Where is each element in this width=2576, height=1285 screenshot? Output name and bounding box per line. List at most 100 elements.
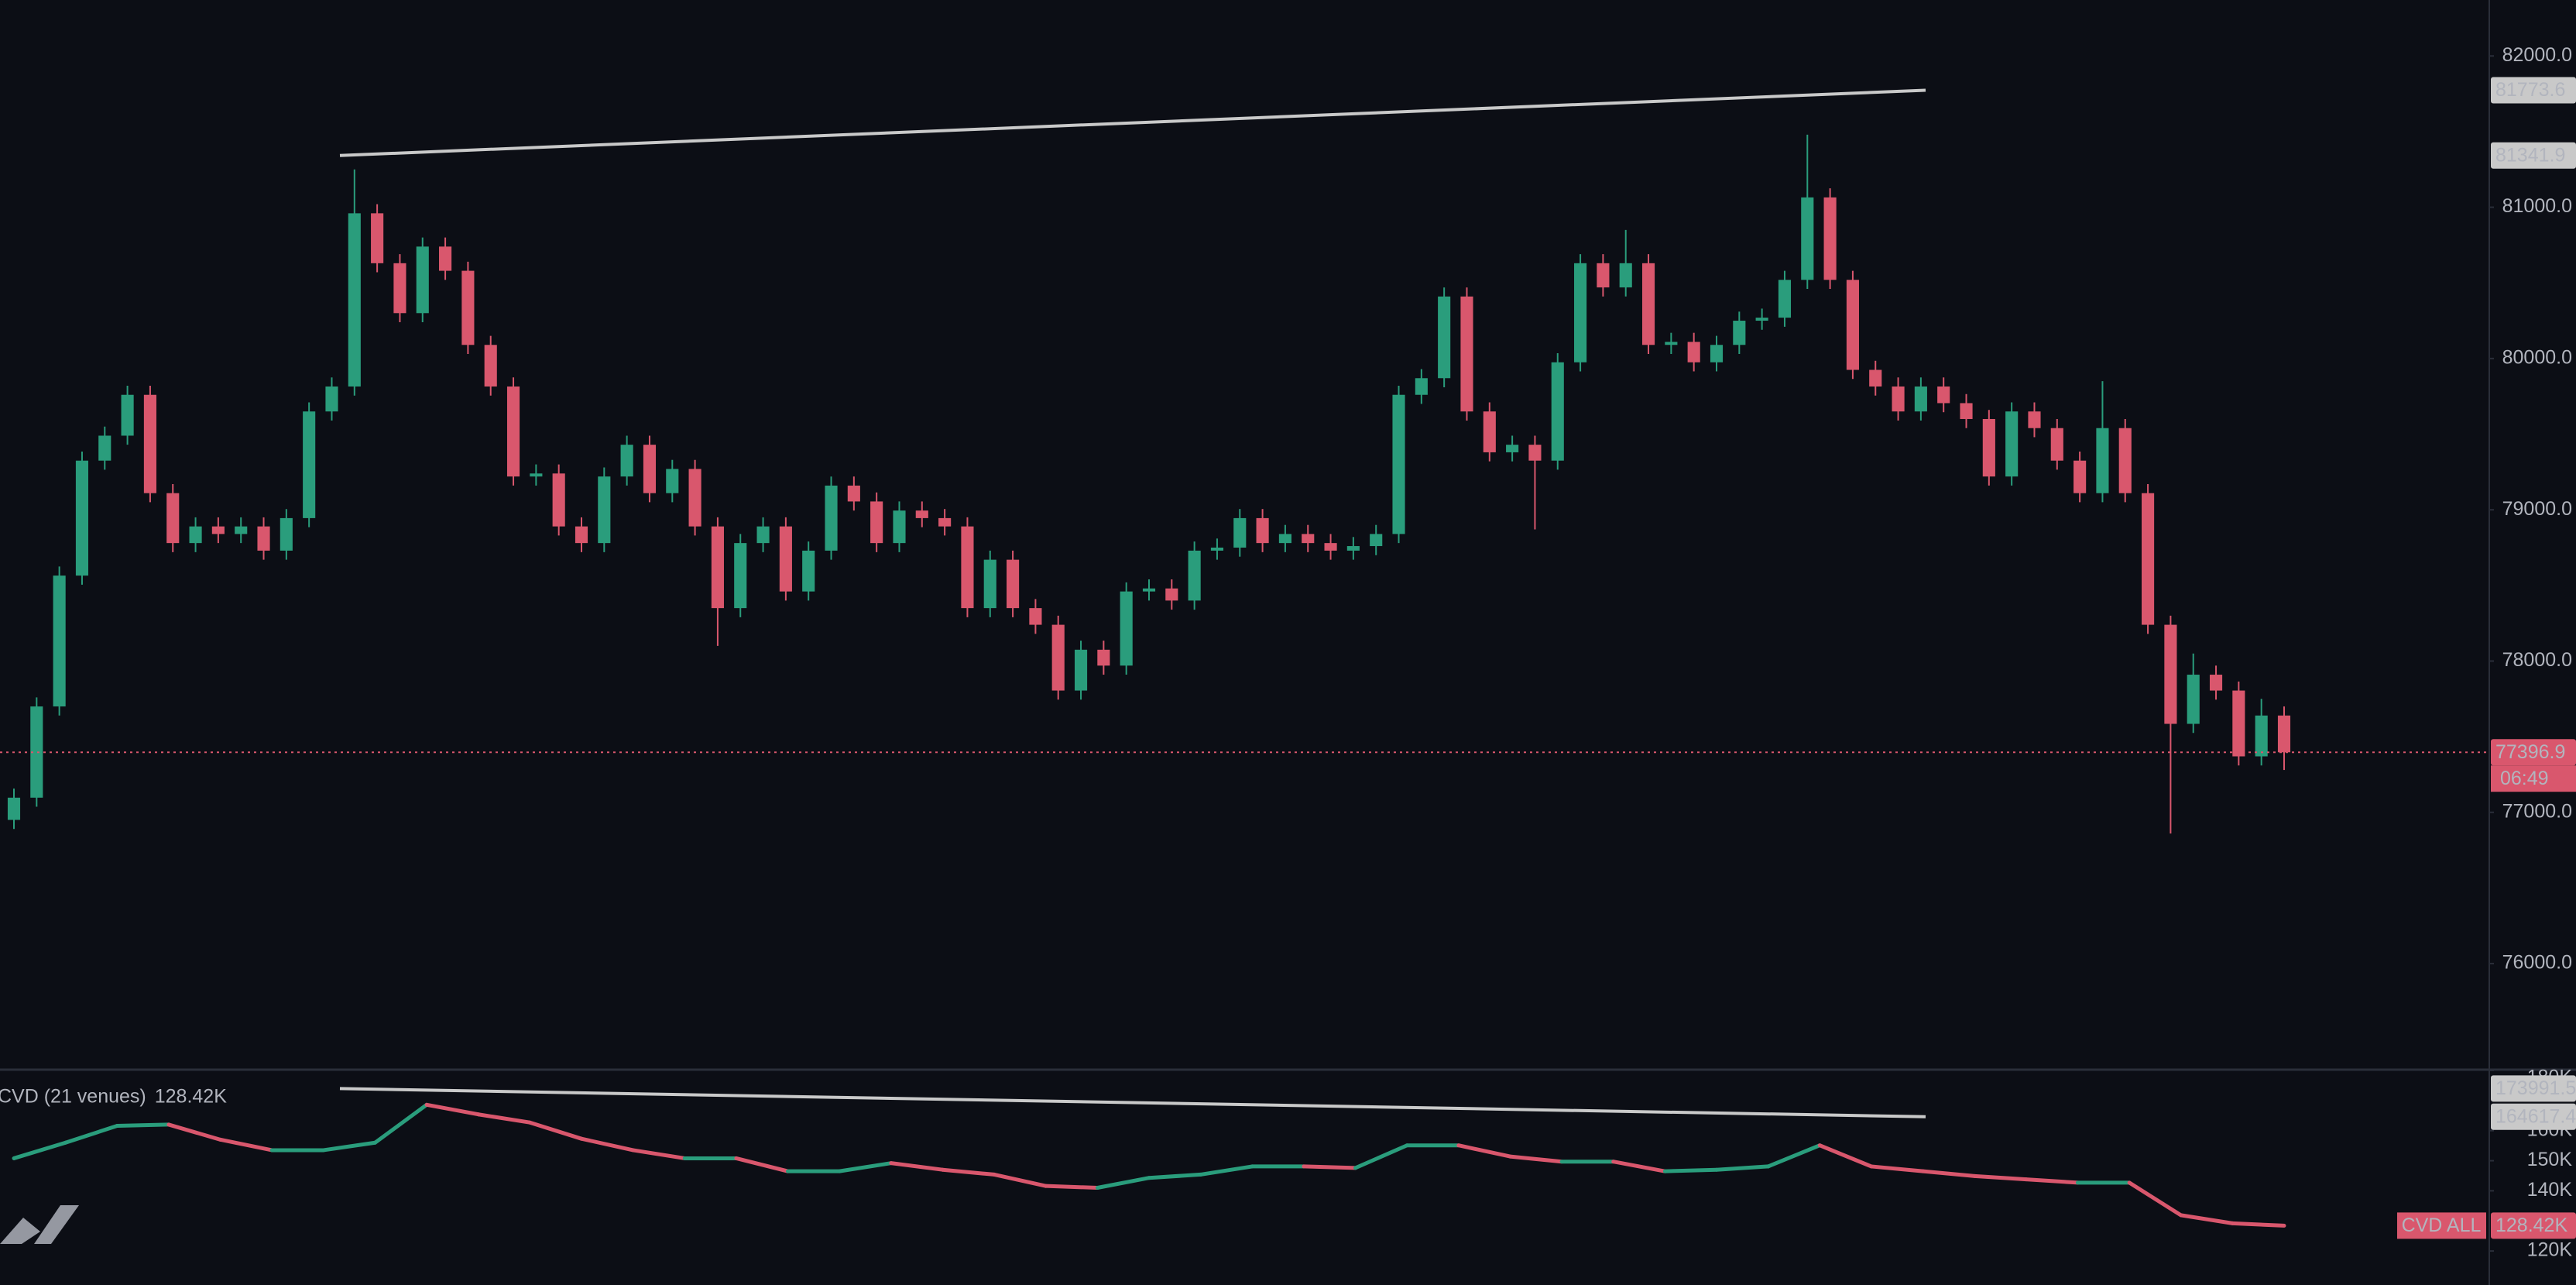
candle-body [1415, 378, 1428, 395]
candle-body [2142, 493, 2155, 625]
candle-body [189, 526, 202, 544]
candle-body [393, 263, 406, 314]
candle-body [575, 526, 588, 544]
cvd-segment [1508, 1154, 1564, 1164]
trendline-start-box [2491, 142, 2576, 169]
candle-body [1665, 342, 1678, 345]
cvd-segment [734, 1156, 791, 1173]
candle-body [1051, 624, 1065, 691]
candle-body [348, 213, 361, 387]
candle-body [711, 526, 724, 609]
logo-shape[interactable] [0, 1218, 40, 1244]
candle-body [1914, 386, 1927, 412]
cvd-segment [1714, 1164, 1771, 1172]
cvd-segment [1766, 1143, 1822, 1169]
candle-body [893, 510, 906, 544]
cvd-title: CVD (21 venues) [0, 1086, 146, 1108]
cvd-segment [166, 1122, 223, 1142]
trendline-end-label: 164617.4 [2495, 1105, 2576, 1127]
cvd-segment [2024, 1177, 2080, 1185]
candle-body [143, 394, 156, 493]
cvd-segment [12, 1140, 68, 1160]
candle-body [825, 485, 838, 551]
candle-body [847, 485, 860, 502]
candles [7, 134, 2291, 834]
y-tick-label: 140K [2527, 1179, 2573, 1201]
candle-body [1733, 321, 1746, 345]
candle-body [166, 493, 180, 544]
cvd-title-value: 128.42K [155, 1086, 227, 1108]
candle-body [1278, 534, 1291, 544]
cvd-segment [1921, 1169, 1977, 1178]
candle-body [1324, 543, 1337, 551]
candle-body [7, 797, 21, 820]
candle-body [1869, 369, 1882, 387]
cvd-segment [2127, 1180, 2183, 1218]
cvd-segment [527, 1120, 584, 1141]
candle-body [371, 213, 384, 263]
candle-body [530, 473, 543, 477]
cvd-segment [631, 1148, 687, 1160]
y-tick-label: 80000.0 [2502, 346, 2572, 368]
candle-body [2232, 690, 2245, 757]
cvd-segment [889, 1161, 945, 1172]
candle-body [1801, 197, 1814, 280]
trendline-end-box [2491, 1103, 2576, 1130]
candle-body [1007, 559, 1020, 609]
candle-body [1619, 263, 1632, 288]
y-tick-label: 82000.0 [2502, 44, 2572, 66]
candle-body [1233, 517, 1247, 548]
logo-shape[interactable] [34, 1205, 79, 1244]
candle-body [1528, 445, 1542, 461]
cvd-segment [2179, 1213, 2235, 1225]
candle-body [461, 270, 475, 345]
cvd-segment [1972, 1173, 2029, 1182]
candle-body [1937, 386, 1950, 404]
candle-body [734, 543, 747, 609]
countdown: 06:49 [2500, 768, 2549, 789]
candle-body [2277, 715, 2291, 753]
candle-body [506, 386, 520, 477]
candle-body [439, 246, 452, 271]
trendline-end-box [2491, 77, 2576, 104]
candle-body [257, 526, 270, 551]
candle-body [756, 526, 770, 544]
candle-body [303, 411, 316, 518]
candle-body [1120, 591, 1133, 666]
cvd-segment [424, 1102, 481, 1117]
candle-body [2028, 411, 2041, 428]
candle-body [915, 510, 928, 518]
cvd-badge-box [2397, 1212, 2486, 1239]
candle-body [1392, 394, 1405, 534]
candle-body [280, 517, 293, 551]
candle-body [1483, 411, 1496, 452]
cvd-segment [1044, 1184, 1099, 1191]
logo[interactable] [0, 1205, 79, 1244]
candle-body [983, 559, 996, 609]
cvd-segment [579, 1136, 636, 1153]
cvd-segment [1662, 1167, 1719, 1173]
candle-body [1778, 280, 1792, 318]
cvd-segment [2230, 1221, 2286, 1228]
y-tick-label: 150K [2527, 1149, 2573, 1170]
countdown-box [2491, 765, 2576, 792]
candle-body [1302, 534, 1315, 544]
cvd-segment [321, 1140, 377, 1153]
candle-body [1142, 588, 1156, 592]
candle-body [1687, 342, 1700, 362]
candle-body [1597, 263, 1610, 288]
candle-body [2209, 675, 2223, 691]
last-price-box [2491, 739, 2576, 766]
candle-body [2096, 428, 2109, 493]
candle-body [2073, 460, 2087, 493]
candle-body [75, 460, 89, 576]
y-tick-label: 79000.0 [2502, 498, 2572, 520]
trendline [339, 88, 1926, 157]
y-tick-label: 76000.0 [2502, 952, 2572, 974]
candle-body [1710, 345, 1724, 362]
y-tick-label: 77000.0 [2502, 800, 2572, 822]
candle-body [870, 501, 883, 544]
cvd-segment [372, 1102, 429, 1145]
candle-body [1256, 517, 1269, 544]
